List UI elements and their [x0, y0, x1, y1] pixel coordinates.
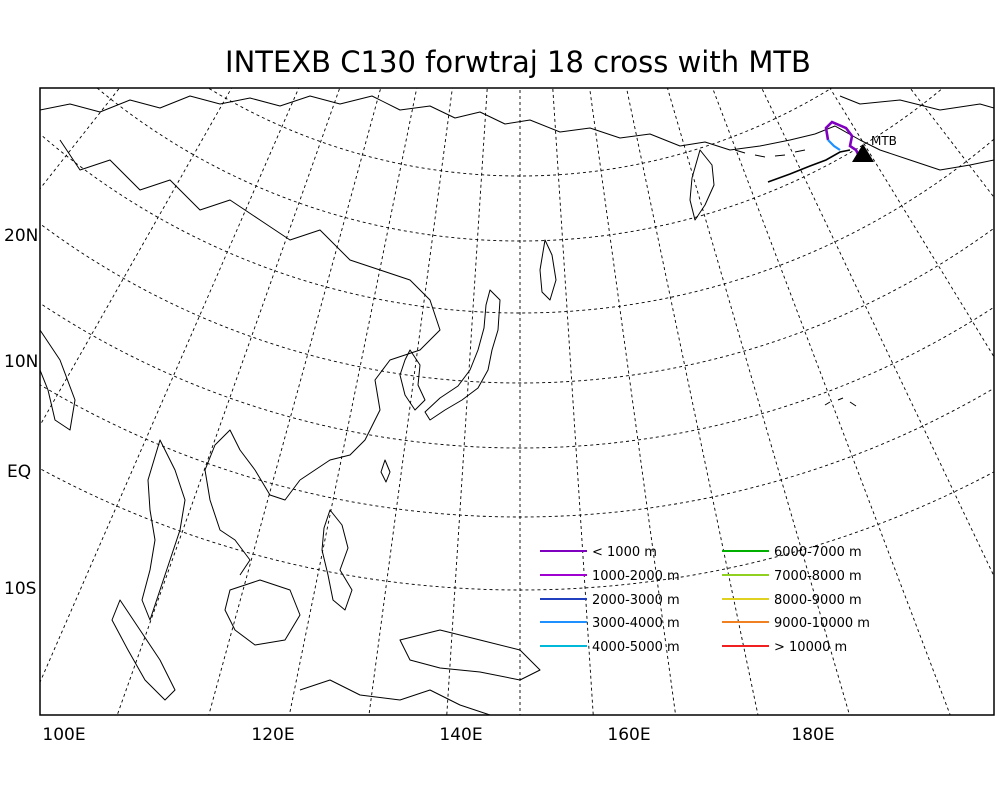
lon-label-100e: 100E	[42, 725, 85, 745]
legend-label: 9000-10000 m	[774, 616, 870, 631]
site-marker-icon	[852, 144, 874, 162]
legend-label: 2000-3000 m	[592, 593, 680, 608]
legend-entry: 7000-8000 m	[722, 569, 862, 584]
lon-label-180e: 180E	[791, 725, 834, 745]
legend-label: 4000-5000 m	[592, 640, 680, 655]
legend-entry: > 10000 m	[722, 640, 847, 655]
legend-label: 3000-4000 m	[592, 616, 680, 631]
trajectory-segment-low	[824, 120, 862, 159]
legend-entry: 2000-3000 m	[540, 593, 680, 608]
legend-label: < 1000 m	[592, 545, 657, 560]
altitude-legend: < 1000 m 1000-2000 m 2000-3000 m 3000-40…	[540, 545, 870, 655]
lon-label-120e: 120E	[251, 725, 294, 745]
map-title: INTEXB C130 forwtraj 18 cross with MTB	[225, 45, 811, 79]
lat-label-20n: 20N	[4, 226, 38, 246]
legend-entry: < 1000 m	[540, 545, 657, 560]
legend-entry: 8000-9000 m	[722, 593, 862, 608]
lon-label-160e: 160E	[607, 725, 650, 745]
trajectory	[767, 120, 862, 183]
lat-label-10n: 10N	[4, 352, 38, 372]
lon-label-140e: 140E	[439, 725, 482, 745]
legend-entry: 9000-10000 m	[722, 616, 870, 631]
legend-label: 6000-7000 m	[774, 545, 862, 560]
lat-label-10s: 10S	[4, 579, 36, 599]
flight-track	[767, 149, 851, 183]
legend-label: 8000-9000 m	[774, 593, 862, 608]
trajectory-segment-mid	[827, 139, 841, 151]
legend-entry: 1000-2000 m	[540, 569, 680, 584]
legend-entry: 6000-7000 m	[722, 545, 862, 560]
legend-label: 7000-8000 m	[774, 569, 862, 584]
legend-entry: 3000-4000 m	[540, 616, 680, 631]
lat-label-eq: EQ	[7, 462, 31, 482]
legend-label: > 10000 m	[774, 640, 847, 655]
site-label: MTB	[871, 134, 897, 148]
legend-label: 1000-2000 m	[592, 569, 680, 584]
coastlines	[40, 95, 994, 715]
map-frame	[39, 87, 995, 716]
legend-entry: 4000-5000 m	[540, 640, 680, 655]
